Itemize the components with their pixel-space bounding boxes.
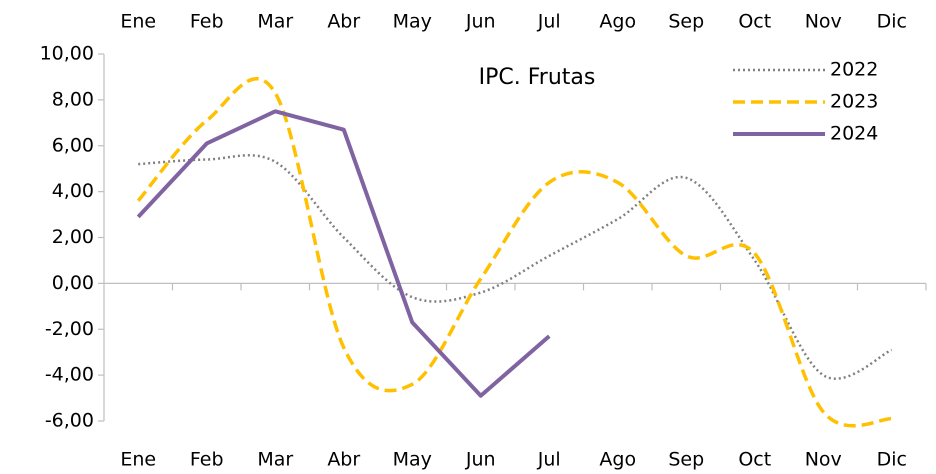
legend-label: 2023	[830, 91, 878, 113]
x-tick-label: Sep	[668, 449, 704, 471]
x-tick-label-top: Oct	[738, 11, 771, 33]
x-tick-label: Dic	[877, 449, 907, 471]
line-series	[136, 77, 892, 428]
x-tick-label-top: Abr	[327, 11, 360, 33]
x-tick-label-top: Nov	[805, 11, 842, 33]
x-tick-label: Jul	[537, 449, 561, 471]
x-tick-label-top: Jul	[537, 11, 561, 33]
line-series	[138, 154, 893, 380]
legend-label: 2024	[830, 123, 878, 145]
y-tick-label: 6,00	[52, 134, 94, 156]
x-tick-label: Ene	[120, 449, 156, 471]
x-tick-label: Nov	[805, 449, 842, 471]
y-tick-label: 0,00	[52, 272, 94, 294]
y-tick-label: -6,00	[45, 410, 94, 432]
x-tick-label-top: Jun	[465, 11, 496, 33]
x-tick-label: Ago	[599, 449, 636, 471]
x-tick-label: Feb	[190, 449, 224, 471]
x-tick-label-top: Ene	[120, 11, 156, 33]
x-tick-label-top: Sep	[668, 11, 704, 33]
x-tick-label-top: Mar	[257, 11, 293, 33]
legend-label: 2022	[830, 59, 878, 81]
x-tick-label: Oct	[738, 449, 771, 471]
x-tick-label: Mar	[257, 449, 293, 471]
y-tick-label: -2,00	[45, 318, 94, 340]
x-tick-label: Abr	[327, 449, 360, 471]
x-tick-label-top: Feb	[190, 11, 224, 33]
x-tick-label: Jun	[465, 449, 496, 471]
y-tick-label: 10,00	[40, 43, 94, 65]
chart-title: IPC. Frutas	[479, 65, 596, 90]
y-tick-label: 2,00	[52, 226, 94, 248]
y-tick-label: -4,00	[45, 364, 94, 386]
y-tick-label: 8,00	[52, 88, 94, 110]
line-series	[136, 109, 551, 398]
x-tick-label-top: May	[393, 11, 432, 33]
x-tick-label-top: Ago	[599, 11, 636, 33]
y-tick-label: 4,00	[52, 180, 94, 202]
x-tick-label: May	[393, 449, 432, 471]
x-tick-label-top: Dic	[877, 11, 907, 33]
